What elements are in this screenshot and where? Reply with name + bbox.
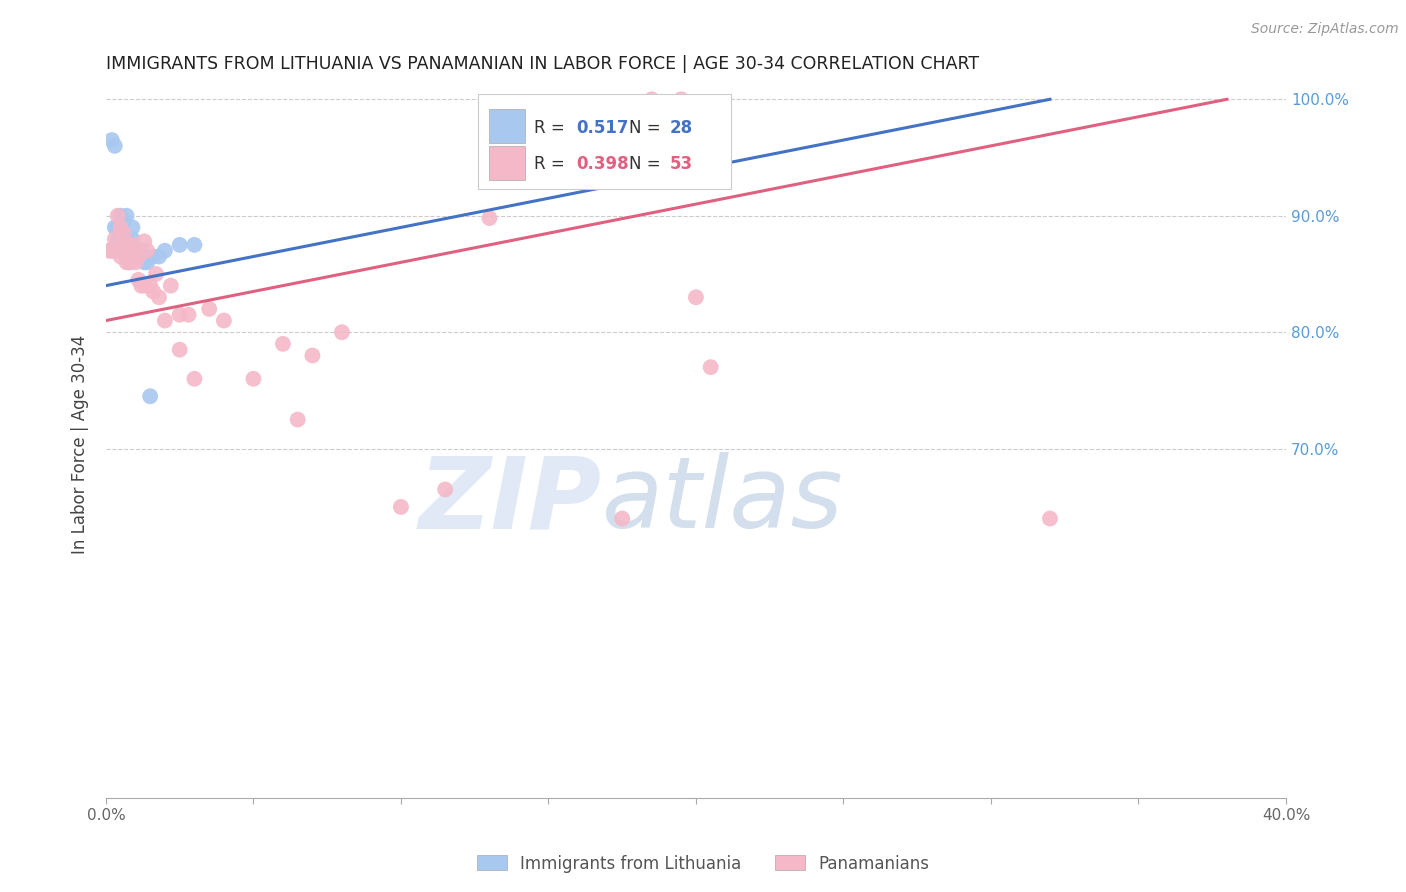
Point <box>104 232 127 246</box>
Point <box>139 278 162 293</box>
Point <box>389 500 412 514</box>
Point <box>136 244 159 258</box>
Point <box>177 308 200 322</box>
Point <box>301 349 323 363</box>
Bar <box>489 109 524 143</box>
Point <box>110 250 132 264</box>
Point <box>110 232 132 246</box>
Point <box>169 343 191 357</box>
Point <box>127 244 149 258</box>
Text: R =: R = <box>534 119 571 136</box>
Point <box>127 250 149 264</box>
Point <box>169 308 191 322</box>
Point <box>242 372 264 386</box>
Point <box>330 325 353 339</box>
Point <box>112 238 135 252</box>
Point <box>118 244 141 258</box>
Point <box>131 244 153 258</box>
Point <box>142 285 165 299</box>
Point <box>148 290 170 304</box>
Point <box>131 278 153 293</box>
Point <box>107 209 129 223</box>
Point <box>159 278 181 293</box>
Point <box>124 244 146 258</box>
Point <box>118 255 141 269</box>
Text: IMMIGRANTS FROM LITHUANIA VS PANAMANIAN IN LABOR FORCE | AGE 30-34 CORRELATION C: IMMIGRANTS FROM LITHUANIA VS PANAMANIAN … <box>105 55 979 73</box>
Text: Source: ZipAtlas.com: Source: ZipAtlas.com <box>1251 22 1399 37</box>
Point <box>169 238 191 252</box>
Point <box>287 412 309 426</box>
Text: 0.398: 0.398 <box>576 155 630 173</box>
Point <box>124 255 146 269</box>
Point <box>112 214 135 228</box>
Point <box>699 360 721 375</box>
Point <box>434 483 457 497</box>
Legend: Immigrants from Lithuania, Panamanians: Immigrants from Lithuania, Panamanians <box>470 848 936 880</box>
Point <box>97 244 120 258</box>
Point <box>134 255 156 269</box>
Point <box>104 139 127 153</box>
Point <box>136 255 159 269</box>
Point <box>104 220 127 235</box>
Point <box>107 232 129 246</box>
Point <box>134 278 156 293</box>
Text: N =: N = <box>628 119 665 136</box>
Point <box>134 235 156 249</box>
Text: 28: 28 <box>671 119 693 136</box>
Text: N =: N = <box>628 155 665 173</box>
Point <box>121 220 143 235</box>
Text: atlas: atlas <box>602 452 844 549</box>
Text: ZIP: ZIP <box>419 452 602 549</box>
Point <box>640 92 662 106</box>
Point <box>183 372 205 386</box>
Point <box>118 244 141 258</box>
Point <box>115 209 138 223</box>
Point <box>110 209 132 223</box>
Point <box>112 238 135 252</box>
Point <box>110 244 132 258</box>
Point <box>124 244 146 258</box>
Bar <box>489 146 524 180</box>
Point <box>153 313 176 327</box>
Point <box>121 250 143 264</box>
Point <box>612 511 634 525</box>
Bar <box>478 94 731 189</box>
Point <box>212 313 235 327</box>
Point <box>142 250 165 264</box>
Point <box>153 244 176 258</box>
Point <box>1039 511 1062 525</box>
Point <box>101 133 124 147</box>
Point <box>107 244 129 258</box>
Point <box>104 244 127 258</box>
Point <box>121 232 143 246</box>
Text: 53: 53 <box>671 155 693 173</box>
Y-axis label: In Labor Force | Age 30-34: In Labor Force | Age 30-34 <box>72 334 89 554</box>
Point <box>127 273 149 287</box>
Point <box>101 244 124 258</box>
Point <box>115 244 138 258</box>
Point <box>115 232 138 246</box>
Point <box>198 301 221 316</box>
Point <box>101 244 124 258</box>
Point <box>118 255 141 269</box>
Point <box>148 250 170 264</box>
Point <box>183 238 205 252</box>
Point <box>112 226 135 240</box>
Point <box>271 336 294 351</box>
Point <box>112 244 135 258</box>
Point <box>139 389 162 403</box>
Point <box>121 238 143 252</box>
Point <box>685 290 707 304</box>
Point <box>669 92 692 106</box>
Point <box>115 255 138 269</box>
Text: R =: R = <box>534 155 571 173</box>
Point <box>145 267 167 281</box>
Point <box>478 211 501 225</box>
Point <box>124 250 146 264</box>
Point <box>107 220 129 235</box>
Point <box>115 238 138 252</box>
Point <box>110 220 132 235</box>
Text: 0.517: 0.517 <box>576 119 630 136</box>
